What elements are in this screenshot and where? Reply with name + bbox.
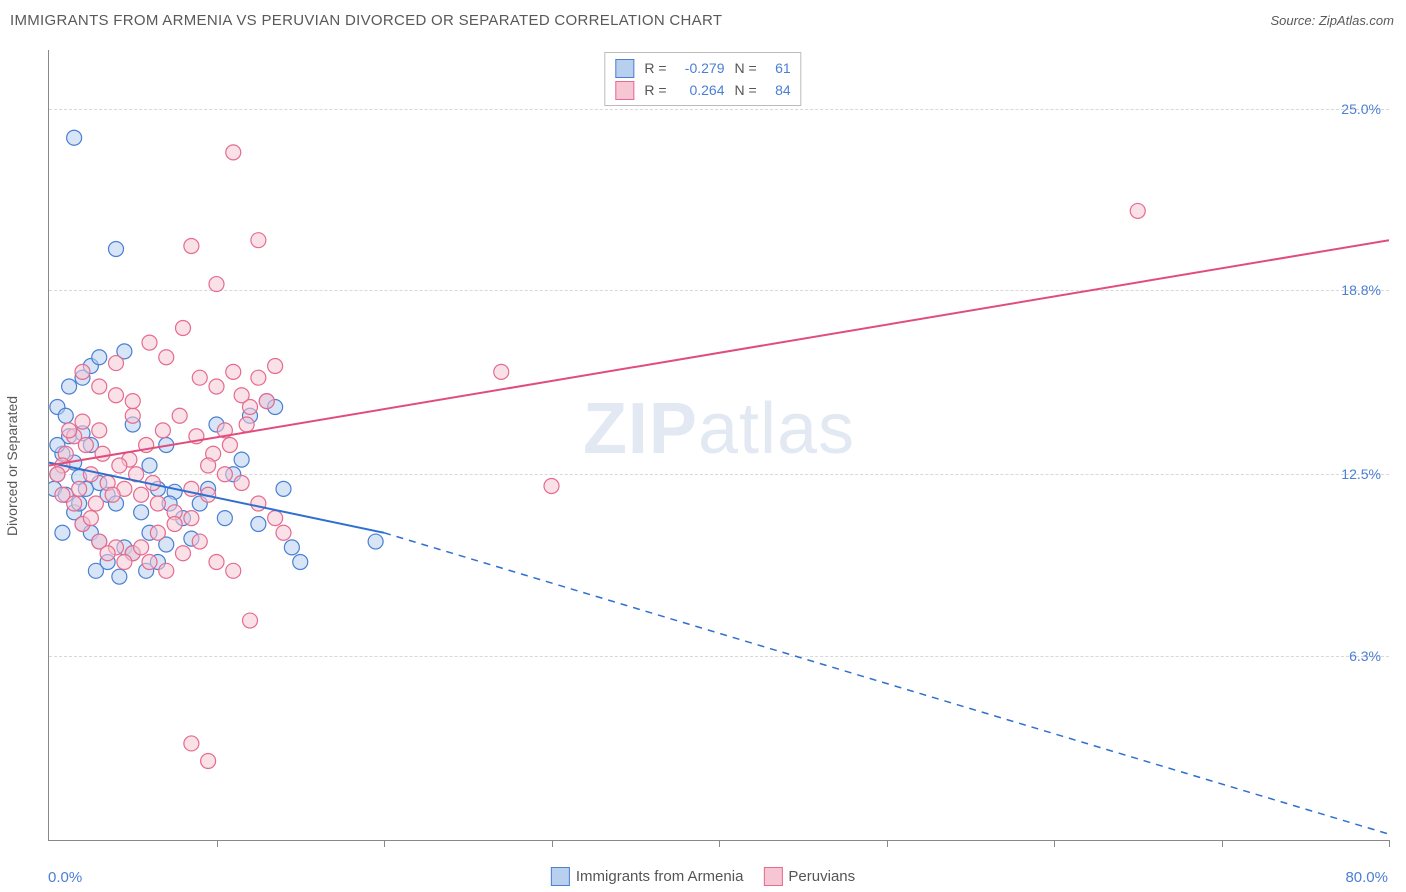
x-tick: [1389, 840, 1390, 847]
swatch-pink-icon: [615, 81, 634, 100]
legend-item-pink: Peruvians: [763, 867, 855, 886]
swatch-blue-icon: [551, 867, 570, 886]
swatch-pink-icon: [763, 867, 782, 886]
legend-top-row-pink: R = 0.264 N = 84: [615, 79, 790, 101]
legend-top-row-blue: R = -0.279 N = 61: [615, 57, 790, 79]
plot-area: ZIPatlas 6.3%12.5%18.8%25.0%: [48, 50, 1389, 841]
legend-item-blue: Immigrants from Armenia: [551, 867, 744, 886]
swatch-blue-icon: [615, 59, 634, 78]
chart-title: IMMIGRANTS FROM ARMENIA VS PERUVIAN DIVO…: [10, 12, 722, 29]
x-tick: [887, 840, 888, 847]
x-tick: [217, 840, 218, 847]
x-tick: [384, 840, 385, 847]
x-tick: [552, 840, 553, 847]
legend-top: R = -0.279 N = 61 R = 0.264 N = 84: [604, 52, 801, 106]
legend-bottom: Immigrants from Armenia Peruvians: [551, 867, 855, 886]
x-axis-min-label: 0.0%: [48, 869, 82, 886]
source-attribution: Source: ZipAtlas.com: [1270, 13, 1394, 28]
x-tick: [719, 840, 720, 847]
x-tick: [1054, 840, 1055, 847]
y-axis-label: Divorced or Separated: [4, 396, 20, 536]
header: IMMIGRANTS FROM ARMENIA VS PERUVIAN DIVO…: [0, 0, 1406, 40]
chart-container: Divorced or Separated ZIPatlas 6.3%12.5%…: [0, 40, 1406, 892]
x-axis-max-label: 80.0%: [1345, 869, 1388, 886]
plot-svg: [49, 50, 1389, 840]
x-tick: [1222, 840, 1223, 847]
